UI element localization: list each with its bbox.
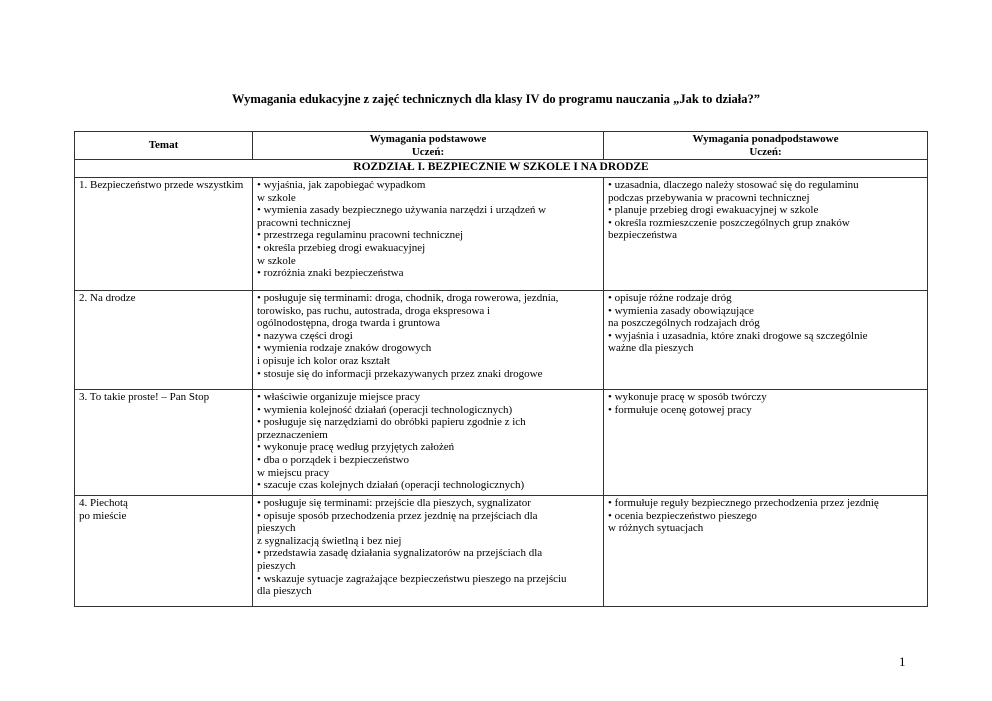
cell-line: • wskazuje sytuacje zagrażające bezpiecz…	[257, 572, 567, 585]
advanced-requirements-cell: • formułuje reguły bezpiecznego przechod…	[603, 495, 928, 607]
cell-line: • formułuje ocenę gotowej pracy	[608, 403, 752, 416]
cell-line: • posługuje się terminami: droga, chodni…	[257, 292, 559, 304]
cell-line: 3. To takie proste! – Pan Stop	[79, 391, 210, 403]
cell-line: w szkole	[257, 191, 296, 204]
document-title: Wymagania edukacyjne z zajęć technicznyc…	[232, 92, 760, 106]
cell-line: 1. Bezpieczeństwo przede wszystkim	[79, 179, 244, 191]
cell-line: ważne dla pieszych	[608, 342, 694, 355]
table-header-row: Temat Wymagania podstawowe Uczeń: Wymagan…	[74, 131, 928, 160]
cell-line: pieszych	[257, 559, 296, 572]
cell-line: • wyjaśnia i uzasadnia, które znaki drog…	[608, 329, 868, 342]
header-sublabel: Uczeń:	[749, 145, 782, 158]
cell-line: pieszych	[257, 522, 296, 535]
cell-line: ogólnodostępna, droga twarda i gruntowa	[257, 317, 440, 330]
cell-line: • opisuje sposób przechodzenia przez jez…	[257, 509, 538, 522]
cell-line: • dba o porządek i bezpieczeństwo	[257, 453, 409, 466]
cell-line: • planuje przebieg drogi ewakuacyjnej w …	[608, 204, 819, 217]
cell-line: • posługuje się terminami: przejście dla…	[257, 497, 531, 509]
basic-requirements-cell: • wyjaśnia, jak zapobiegać wypadkom w szk…	[252, 177, 604, 291]
cell-line: i opisuje ich kolor oraz kształt	[257, 354, 390, 367]
section-row: ROZDZIAŁ I. BEZPIECZNIE W SZKOLE I NA DR…	[74, 159, 928, 178]
header-advanced: Wymagania ponadpodstawowe Uczeń:	[603, 131, 928, 160]
cell-line: pracowni technicznej	[257, 216, 351, 229]
cell-line: w różnych sytuacjach	[608, 522, 704, 535]
basic-requirements-cell: • posługuje się terminami: droga, chodni…	[252, 290, 604, 390]
basic-requirements-cell: • posługuje się terminami: przejście dla…	[252, 495, 604, 607]
advanced-requirements-cell: • opisuje różne rodzaje dróg • wymienia z…	[603, 290, 928, 390]
table-row: 1. Bezpieczeństwo przede wszystkim • wyja…	[74, 177, 928, 291]
basic-requirements-cell: • właściwie organizuje miejsce pracy • wy…	[252, 389, 604, 496]
header-sublabel: Uczeń:	[411, 145, 445, 158]
cell-line: torowisko, pas ruchu, autostrada, droga …	[257, 304, 491, 317]
cell-line: po mieście	[79, 509, 127, 522]
advanced-requirements-cell: • wykonuje pracę w sposób twórczy • formu…	[603, 389, 928, 496]
cell-line: • wymienia zasady obowiązujące	[608, 304, 754, 317]
cell-line: 2. Na drodze	[79, 292, 136, 304]
cell-line: • wymienia rodzaje znaków drogowych	[257, 342, 432, 355]
requirements-table: Temat Wymagania podstawowe Uczeń: Wymagan…	[74, 131, 928, 607]
topic-cell: 1. Bezpieczeństwo przede wszystkim	[74, 177, 253, 291]
cell-line: • opisuje różne rodzaje dróg	[608, 292, 732, 304]
cell-line: • uzasadnia, dlaczego należy stosować si…	[608, 179, 859, 191]
cell-line: • formułuje reguły bezpiecznego przechod…	[608, 497, 879, 509]
header-label: Wymagania podstawowe	[369, 132, 487, 145]
cell-line: • szacuje czas kolejnych działań (operac…	[257, 479, 525, 492]
cell-line: • określa przebieg drogi ewakuacyjnej	[257, 241, 426, 254]
cell-line: • ocenia bezpieczeństwo pieszego	[608, 509, 757, 522]
advanced-requirements-cell: • uzasadnia, dlaczego należy stosować si…	[603, 177, 928, 291]
cell-line: w miejscu pracy	[257, 466, 330, 479]
cell-line: w szkole	[257, 254, 296, 267]
cell-line: • właściwie organizuje miejsce pracy	[257, 391, 421, 403]
table-row: 2. Na drodze • posługuje się terminami: d…	[74, 290, 928, 390]
cell-line: przeznaczeniem	[257, 428, 328, 441]
cell-line: • przestrzega regulaminu pracowni techni…	[257, 229, 464, 242]
cell-line: • wykonuje pracę w sposób twórczy	[608, 391, 767, 403]
cell-line: • posługuje się narzędziami do obróbki p…	[257, 416, 526, 429]
cell-line: na poszczególnych rodzajach dróg	[608, 317, 760, 330]
section-title: ROZDZIAŁ I. BEZPIECZNIE W SZKOLE I NA DR…	[74, 159, 928, 178]
cell-line: • stosuje się do informacji przekazywany…	[257, 367, 543, 380]
header-label: Temat	[148, 139, 179, 152]
cell-line: • wymienia zasady bezpiecznego używania …	[257, 204, 547, 217]
cell-line: 4. Piechotą	[79, 497, 128, 509]
topic-cell: 4. Piechotą po mieście	[74, 495, 253, 607]
cell-line: z sygnalizacją świetlną i bez niej	[257, 534, 402, 547]
cell-line: • wymienia kolejność działań (operacji t…	[257, 403, 513, 416]
cell-line: • wyjaśnia, jak zapobiegać wypadkom	[257, 179, 426, 191]
table-row: 4. Piechotą po mieście • posługuje się ter…	[74, 495, 928, 607]
topic-cell: 3. To takie proste! – Pan Stop	[74, 389, 253, 496]
cell-line: • wykonuje pracę według przyjętych założ…	[257, 441, 455, 454]
topic-cell: 2. Na drodze	[74, 290, 253, 390]
table-row: 3. To takie proste! – Pan Stop • właściwi…	[74, 389, 928, 496]
cell-line: • określa rozmieszczenie poszczególnych …	[608, 216, 850, 229]
header-label: Wymagania ponadpodstawowe	[692, 132, 839, 145]
cell-line: • rozróżnia znaki bezpieczeństwa	[257, 267, 404, 280]
cell-line: dla pieszych	[257, 585, 312, 598]
cell-line: • nazywa części drogi	[257, 329, 353, 342]
header-topic: Temat	[74, 131, 253, 160]
page-number: 1	[899, 654, 906, 669]
cell-line: podczas przebywania w pracowni techniczn…	[608, 191, 810, 204]
header-basic: Wymagania podstawowe Uczeń:	[252, 131, 604, 160]
cell-line: bezpieczeństwa	[608, 229, 678, 242]
cell-line: • przedstawia zasadę działania sygnaliza…	[257, 547, 543, 560]
